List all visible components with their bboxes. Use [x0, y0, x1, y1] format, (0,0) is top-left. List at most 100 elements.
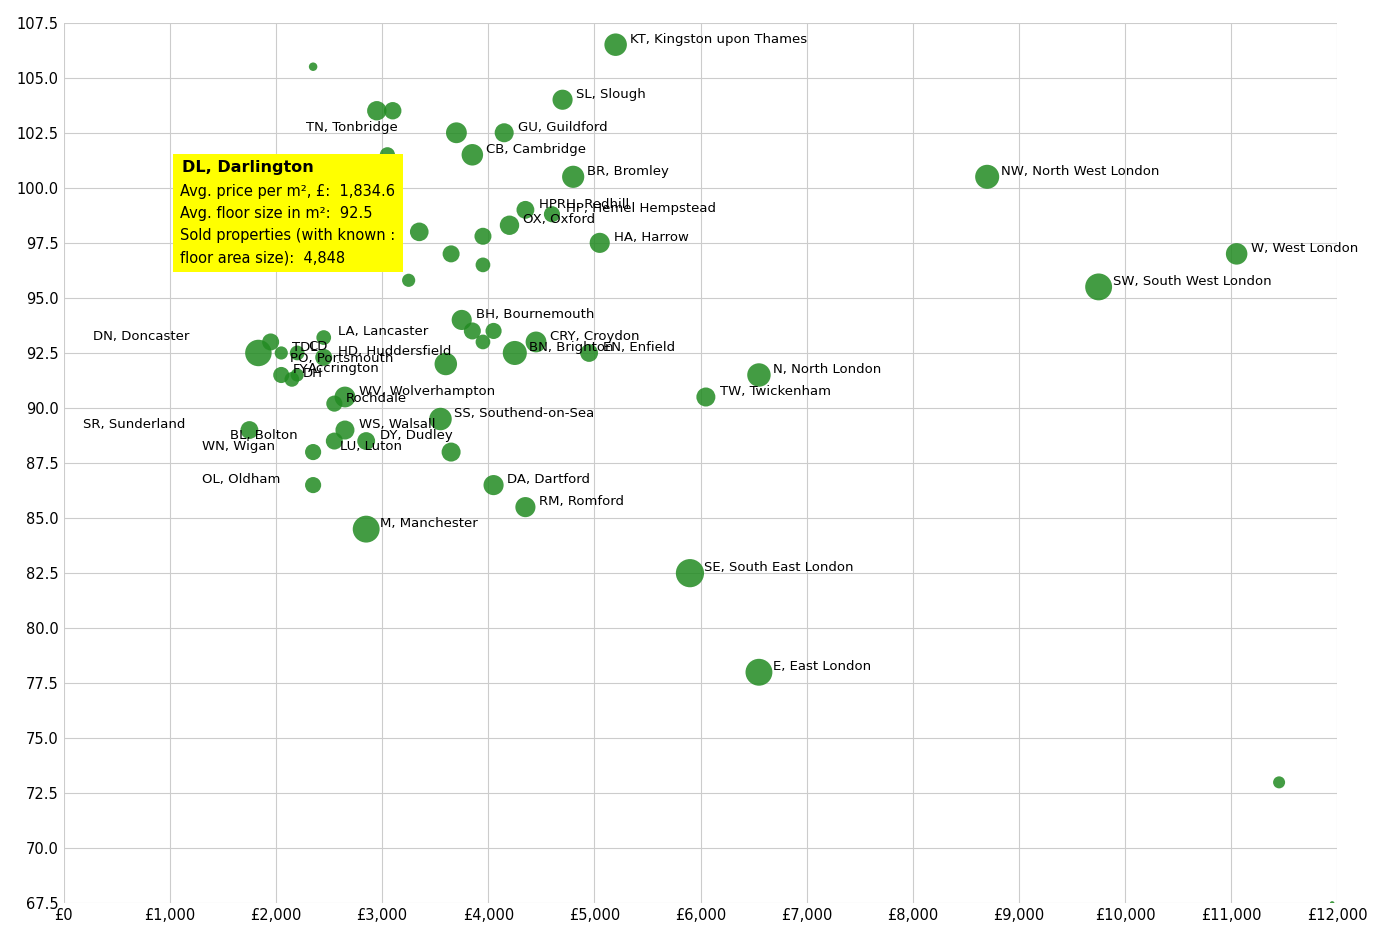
- Text: BH, Bournemouth: BH, Bournemouth: [475, 308, 594, 321]
- Point: [588, 235, 610, 250]
- Text: E, East London: E, East London: [773, 660, 872, 673]
- Text: SE, South East London: SE, South East London: [703, 561, 853, 574]
- Text: KT, Kingston upon Thames: KT, Kingston upon Thames: [630, 33, 806, 46]
- Text: W, West London: W, West London: [1251, 242, 1358, 255]
- Point: [409, 225, 431, 240]
- Point: [445, 125, 467, 140]
- Point: [748, 368, 770, 383]
- Text: DN, Doncaster: DN, Doncaster: [93, 330, 189, 343]
- Text: N, North London: N, North London: [773, 363, 881, 376]
- Text: HD, Huddersfield: HD, Huddersfield: [338, 345, 450, 358]
- Point: [1087, 279, 1109, 294]
- Point: [430, 412, 452, 427]
- Point: [552, 92, 574, 107]
- Point: [286, 368, 309, 383]
- Point: [1268, 775, 1290, 790]
- Text: BL, Bolton: BL, Bolton: [231, 429, 297, 442]
- Point: [493, 125, 516, 140]
- Point: [260, 335, 282, 350]
- Point: [748, 665, 770, 680]
- Point: [678, 566, 701, 581]
- Point: [313, 350, 335, 365]
- Point: [514, 499, 537, 514]
- Point: [695, 389, 717, 404]
- Text: NW, North West London: NW, North West London: [1001, 164, 1159, 178]
- Text: BN, Brighton: BN, Brighton: [528, 341, 613, 354]
- Point: [450, 312, 473, 327]
- Point: [354, 433, 377, 448]
- Text: TN, Tonbridge: TN, Tonbridge: [306, 120, 398, 133]
- Point: [238, 422, 260, 437]
- Text: LU, Luton: LU, Luton: [341, 440, 402, 453]
- Text: SW, South West London: SW, South West London: [1112, 274, 1270, 288]
- Text: HPRH, Redhill: HPRH, Redhill: [539, 197, 630, 211]
- Text: SR, Sunderland: SR, Sunderland: [83, 418, 185, 431]
- Point: [366, 103, 388, 118]
- Point: [324, 433, 346, 448]
- Point: [302, 445, 324, 460]
- Point: [562, 169, 584, 184]
- Point: [482, 323, 505, 338]
- Text: OX, Oxford: OX, Oxford: [524, 213, 595, 227]
- Text: BA, Bath: BA, Bath: [341, 242, 398, 255]
- Point: [541, 207, 563, 222]
- Text: TDL: TDL: [292, 341, 318, 354]
- Point: [1320, 896, 1343, 911]
- Point: [525, 335, 548, 350]
- Text: WN, Wigan: WN, Wigan: [202, 440, 275, 453]
- Point: [270, 345, 292, 360]
- Point: [471, 335, 493, 350]
- Point: [281, 372, 303, 387]
- Text: DL, Darlington: DL, Darlington: [182, 161, 314, 175]
- Point: [435, 356, 457, 371]
- Text: Avg. price per m², £:  1,834.6
Avg. floor size in m²:  92.5
Sold properties (wit: Avg. price per m², £: 1,834.6 Avg. floor…: [181, 162, 396, 265]
- Point: [441, 246, 463, 261]
- Text: TW, Twickenham: TW, Twickenham: [720, 385, 831, 398]
- Point: [499, 218, 521, 233]
- Point: [461, 148, 484, 163]
- Point: [471, 228, 493, 243]
- Text: HP, Hemel Hempstead: HP, Hemel Hempstead: [566, 202, 716, 215]
- Point: [377, 148, 399, 163]
- Text: DY, Dudley: DY, Dudley: [379, 429, 453, 442]
- Point: [302, 59, 324, 74]
- Text: CRY, Croydon: CRY, Croydon: [550, 330, 639, 343]
- Point: [270, 368, 292, 383]
- Point: [482, 478, 505, 493]
- Text: M, Manchester: M, Manchester: [379, 517, 478, 530]
- Text: CD: CD: [309, 340, 328, 352]
- Point: [441, 445, 463, 460]
- Point: [976, 169, 998, 184]
- Point: [334, 389, 356, 404]
- Text: GU, Guildford: GU, Guildford: [518, 120, 607, 133]
- Point: [354, 522, 377, 537]
- Text: WV, Wolverhampton: WV, Wolverhampton: [359, 385, 495, 398]
- Point: [313, 330, 335, 345]
- Text: CB, Cambridge: CB, Cambridge: [486, 143, 587, 156]
- Point: [247, 345, 270, 360]
- Text: SS, Southend-on-Sea: SS, Southend-on-Sea: [455, 407, 595, 420]
- Text: BR, Bromley: BR, Bromley: [587, 164, 669, 178]
- Point: [302, 478, 324, 493]
- Text: DA, Dartford: DA, Dartford: [507, 473, 591, 486]
- Point: [578, 345, 600, 360]
- Text: EN, Enfield: EN, Enfield: [603, 341, 676, 354]
- Point: [382, 103, 404, 118]
- Text: DH: DH: [303, 368, 322, 381]
- Text: Accrington: Accrington: [309, 362, 379, 375]
- Point: [398, 273, 420, 288]
- Text: Rochdale: Rochdale: [346, 392, 407, 404]
- Point: [503, 345, 525, 360]
- Text: RM, Romford: RM, Romford: [539, 495, 624, 508]
- Text: OL, Oldham: OL, Oldham: [202, 473, 281, 486]
- Point: [324, 396, 346, 411]
- Point: [286, 345, 309, 360]
- Point: [514, 202, 537, 217]
- Point: [605, 38, 627, 53]
- Text: SL, Slough: SL, Slough: [577, 87, 646, 101]
- Text: PO, Portsmouth: PO, Portsmouth: [291, 352, 393, 365]
- Point: [334, 422, 356, 437]
- Text: HA, Harrow: HA, Harrow: [613, 231, 688, 243]
- Point: [1226, 246, 1248, 261]
- Text: FY: FY: [292, 363, 307, 376]
